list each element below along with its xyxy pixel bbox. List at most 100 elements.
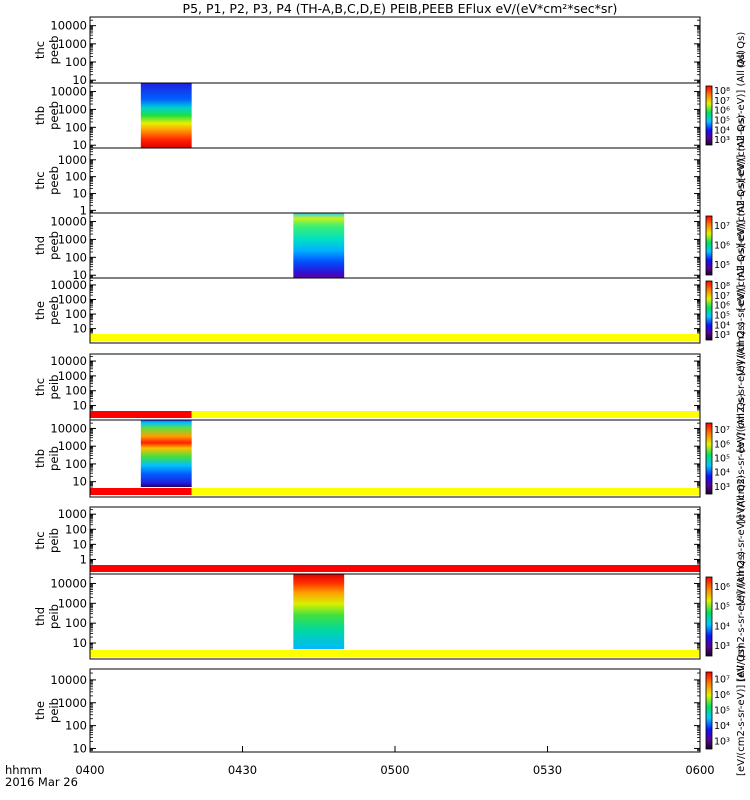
y-tick-label: 100: [65, 55, 87, 69]
panel-probe-label: the: [33, 701, 47, 720]
colorbar: [705, 85, 713, 146]
spectrogram-block: [140, 420, 192, 487]
colorbar-tick-label: 10³: [714, 736, 730, 747]
colorbar-tick-label: 10⁶: [714, 241, 730, 252]
colorbar-tick-label: 10⁶: [714, 582, 730, 593]
y-tick-label: 1000: [58, 102, 87, 116]
colorbar-tick-label: 10⁵: [714, 115, 730, 126]
colorbar: [705, 671, 713, 750]
colorbar-tick-label: 10³: [714, 330, 730, 341]
panel-probe-label: thb: [33, 106, 47, 125]
colorbar-tick-label: 10⁷: [714, 96, 730, 107]
panel-probe-label: thd: [33, 607, 47, 626]
status-bar-red: [90, 488, 192, 495]
panel-frame: [89, 212, 701, 279]
x-axis: 0400 0430 0500 0530 0600: [75, 746, 715, 777]
panel-product-label: peeb: [47, 231, 61, 260]
y-tick-label: 10000: [50, 278, 87, 292]
y-tick-label: 10000: [50, 354, 87, 368]
colorbar-title: [eV/(cm2-s-sr-eV)] (All Qs): [736, 645, 747, 776]
colorbar-tick-label: 10⁷: [714, 291, 730, 302]
colorbar-tick-label: 10⁴: [714, 125, 730, 136]
colorbar-title: [eV/(cm2-s-sr-eV)] (All Qs): [736, 115, 747, 246]
panel-probe-label: the: [33, 301, 47, 320]
y-tick-label: 10: [72, 187, 87, 201]
colorbar-tick-label: 10⁷: [714, 425, 730, 436]
colorbar-tick-label: 10⁸: [714, 86, 730, 97]
spectrogram-block: [293, 213, 345, 278]
panel-frame: [89, 573, 701, 660]
y-tick-label: 10: [72, 475, 87, 489]
panel-product-label: peeb: [47, 101, 61, 130]
colorbar: [705, 576, 713, 657]
panel-probe-label: thc: [33, 41, 47, 59]
y-tick-label: 1000: [58, 696, 87, 710]
panel-product-label: peeb: [47, 36, 61, 65]
y-tick-label: 10000: [50, 19, 87, 33]
colorbar-tick-label: 10⁶: [714, 301, 730, 312]
colorbar-title: [eV/(cm2-s-sr-eV)] (All Qs): [736, 551, 747, 682]
panel-product-label: peib: [47, 375, 61, 400]
colorbar-tick-label: 10³: [714, 135, 730, 146]
colorbar-tick-label: 10⁷: [714, 675, 730, 686]
x-tick-label: 0500: [380, 763, 409, 777]
y-tick-label: 10: [72, 73, 87, 87]
y-tick-label: 100: [65, 457, 87, 471]
y-tick-label: 100: [65, 170, 87, 184]
colorbar-title: [eV/(cm2-s-sr-eV)] (All Qs): [736, 50, 747, 181]
y-tick-label: 10000: [50, 576, 87, 590]
panel-product-label: peeb: [47, 296, 61, 325]
y-tick-label: 100: [65, 384, 87, 398]
y-tick-label: 10000: [50, 673, 87, 687]
y-tick-label: 10: [72, 322, 87, 336]
panel-thc-peeb: 1 10 100 1000 thc peeb [eV/(cm2-s-sr-eV)] (All…: [33, 115, 747, 246]
panel-product-label: peib: [47, 604, 61, 629]
colorbar: [705, 280, 713, 341]
colorbar-tick-label: 10³: [714, 641, 730, 652]
spectrogram-block: [140, 83, 192, 148]
plot-title: P5, P1, P2, P3, P4 (TH-A,B,C,D,E) PEIB,P…: [183, 1, 618, 16]
status-bar: [90, 565, 700, 572]
colorbar-title: [eV/(cm2-s-sr-eV)] (All Qs): [736, 321, 747, 452]
x-tick-label: 0530: [533, 763, 562, 777]
y-tick-label: 1000: [58, 369, 87, 383]
colorbar-tick-label: 10⁵: [714, 602, 730, 613]
y-tick-label: 10: [72, 268, 87, 282]
status-bar: [90, 334, 700, 341]
y-tick-label: 10: [72, 636, 87, 650]
panel-probe-label: thc: [33, 531, 47, 549]
panel-frame: [89, 277, 701, 344]
y-tick-label: 10000: [50, 85, 87, 99]
y-tick-label: 100: [65, 522, 87, 536]
y-tick-label: 100: [65, 307, 87, 321]
x-tick-label: 0600: [685, 763, 714, 777]
y-tick-label: 1000: [58, 439, 87, 453]
panel-product-label: peeb: [47, 166, 61, 195]
colorbar-tick-label: 10⁴: [714, 468, 730, 479]
y-tick-label: 1000: [58, 507, 87, 521]
panel-probe-label: thd: [33, 236, 47, 255]
panel-product-label: peib: [47, 698, 61, 723]
panel-probe-label: thb: [33, 449, 47, 468]
panel-probe-label: thc: [33, 171, 47, 189]
y-tick-label: 10: [72, 741, 87, 755]
colorbar-tick-label: 10⁷: [714, 221, 730, 232]
colorbar-tick-label: 10⁶: [714, 690, 730, 701]
colorbar-tick-label: 10⁶: [714, 106, 730, 117]
y-tick-label: 1000: [58, 37, 87, 51]
y-tick-label: 100: [65, 120, 87, 134]
y-tick-label: 100: [65, 616, 87, 630]
colorbar-tick-label: 10⁴: [714, 721, 730, 732]
colorbar-tick-label: 10⁶: [714, 439, 730, 450]
colorbar-tick-label: 10⁸: [714, 281, 730, 292]
colorbar-title: (All Qs): [736, 32, 747, 69]
xaxis-row-label: hhmm: [5, 763, 42, 777]
panel-product-label: peib: [47, 528, 61, 553]
panel-probe-label: thc: [33, 378, 47, 396]
colorbar-title: [eV/(cm2-s-sr-eV)] (All Qs): [736, 180, 747, 311]
colorbar-title: [eV/(cm2-s-sr-eV)] (All Qs): [736, 245, 747, 376]
